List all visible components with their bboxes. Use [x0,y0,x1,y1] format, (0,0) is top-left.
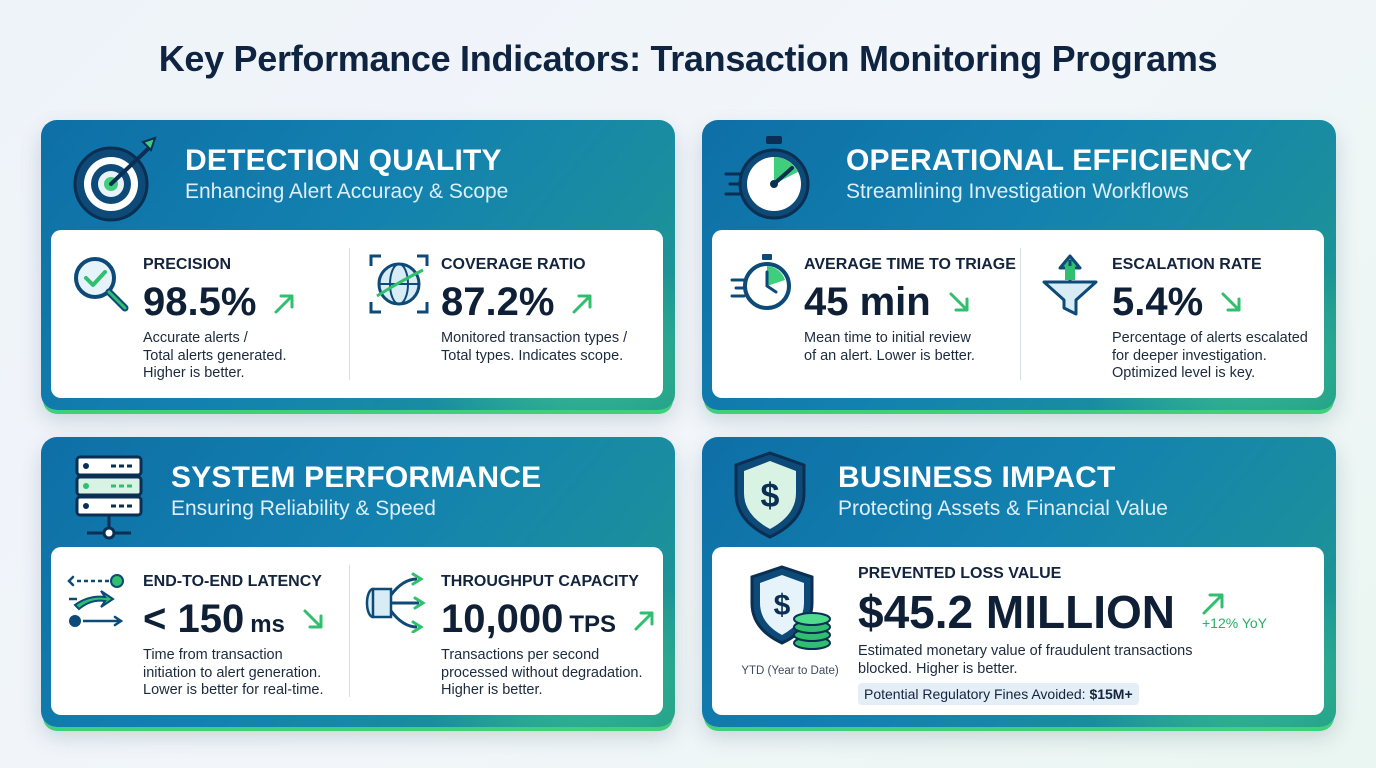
svg-text:$: $ [774,589,791,622]
pipe-split-icon [365,572,426,633]
trend-up-arrow-icon [634,611,654,630]
stopwatch-icon [724,136,810,220]
end-to-end-latency-metric: END-TO-END LATENCY < 150 ms Time from tr… [51,547,349,715]
metric-value-text: 45 min [804,280,931,324]
metric-value: 10,000 TPS [441,597,658,642]
dollar-shield-icon: $ [734,451,806,539]
fines-avoided-label: Potential Regulatory Fines Avoided: [864,686,1090,702]
metric-value-text: 87.2% [441,280,555,324]
card-title: DETECTION QUALITY [185,144,502,177]
metrics-panel: END-TO-END LATENCY < 150 ms Time from tr… [51,547,663,715]
trend-up-arrow-icon [274,294,294,313]
metric-value: 5.4% [1112,280,1245,325]
divider [1020,248,1021,380]
divider [349,248,350,380]
system-performance-card: SYSTEM PERFORMANCE Ensuring Reliability … [41,437,675,727]
metrics-panel: AVERAGE TIME TO TRIAGE 45 min Mean time … [712,230,1324,398]
svg-text:$: $ [761,477,780,515]
card-title: SYSTEM PERFORMANCE [171,461,542,494]
coverage-ratio-metric: COVERAGE RATIO 87.2% Monitored transacti… [349,230,663,398]
funnel-up-icon [1042,254,1098,316]
metric-label: PREVENTED LOSS VALUE [858,565,1062,582]
metric-label: ESCALATION RATE [1112,256,1262,273]
metric-value-text: 10,000 [441,597,564,641]
trend-down-arrow-icon [1221,292,1241,311]
metric-unit: TPS [569,611,617,638]
metrics-panel: PRECISION 98.5% Accurate alerts / Total … [51,230,663,398]
metric-value: 45 min [804,280,973,325]
page-title: Key Performance Indicators: Transaction … [158,38,1218,79]
metric-unit: ms [250,611,285,638]
period-label: YTD (Year to Date) [741,665,839,677]
card-title: BUSINESS IMPACT [838,461,1116,494]
globe-scope-icon [369,254,429,314]
yoy-change: +12% YoY [1202,615,1268,631]
metric-label: AVERAGE TIME TO TRIAGE [804,256,1016,273]
fines-avoided-value: $15M+ [1089,686,1133,702]
card-subtitle: Protecting Assets & Financial Value [838,497,1168,520]
latency-flow-icon [67,574,124,627]
metric-label: COVERAGE RATIO [441,256,586,273]
metric-description: Monitored transaction types / Total type… [441,330,628,364]
trend-up-arrow-icon [1202,593,1224,615]
server-stack-icon [75,455,143,540]
card-subtitle: Ensuring Reliability & Speed [171,497,436,520]
metric-label: END-TO-END LATENCY [143,573,322,590]
divider [349,565,350,697]
fast-clock-icon [730,254,791,310]
average-time-to-triage-metric: AVERAGE TIME TO TRIAGE 45 min Mean time … [712,230,1020,398]
metric-label: PRECISION [143,256,232,273]
metric-value: $45.2 MILLION [858,586,1175,638]
metric-description: Accurate alerts / Total alerts generated… [143,330,287,381]
escalation-rate-metric: ESCALATION RATE 5.4% Percentage of alert… [1020,230,1324,398]
fines-avoided-badge: Potential Regulatory Fines Avoided: $15M… [858,683,1139,705]
metric-description: Transactions per second processed withou… [441,647,643,698]
metric-value-text: 98.5% [143,280,257,324]
detection-quality-card: DETECTION QUALITY Enhancing Alert Accura… [41,120,675,410]
card-subtitle: Enhancing Alert Accuracy & Scope [185,180,509,203]
metric-description: Estimated monetary value of fraudulent t… [858,643,1193,677]
operational-efficiency-card: OPERATIONAL EFFICIENCY Streamlining Inve… [702,120,1336,410]
trend-down-arrow-icon [949,292,969,311]
trend-down-arrow-icon [303,609,323,628]
precision-metric: PRECISION 98.5% Accurate alerts / Total … [51,230,349,398]
metrics-panel: $ YTD (Year to Date) PREVENTED LOSS VALU… [712,547,1324,715]
metric-description: Time from transaction initiation to aler… [143,647,324,698]
metric-description: Percentage of alerts escalated for deepe… [1112,330,1308,381]
target-dart-icon [73,136,157,222]
metric-value: < 150 ms [143,597,327,642]
metric-value: 98.5% [143,280,298,325]
metric-value: 87.2% [441,280,596,325]
card-title: OPERATIONAL EFFICIENCY [846,144,1253,177]
metric-description: Mean time to initial review of an alert.… [804,330,975,364]
metric-label: THROUGHPUT CAPACITY [441,573,639,590]
trend-up-arrow-icon [572,294,592,313]
business-impact-card: $ BUSINESS IMPACT Protecting Assets & Fi… [702,437,1336,727]
throughput-capacity-metric: THROUGHPUT CAPACITY 10,000 TPS Transacti… [349,547,663,715]
magnifier-check-icon [74,257,129,312]
card-subtitle: Streamlining Investigation Workflows [846,180,1189,203]
metric-value-text: < 150 [143,597,245,641]
metric-value-text: 5.4% [1112,280,1204,324]
shield-coins-icon: $ [750,565,831,650]
